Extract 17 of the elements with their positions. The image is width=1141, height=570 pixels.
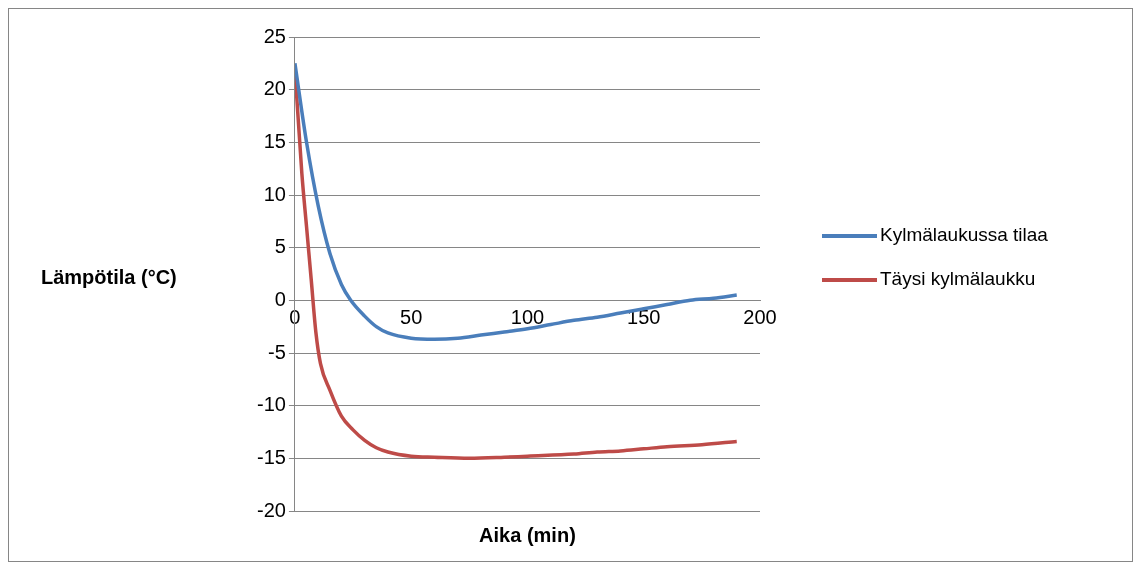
y-tick-label: 10 (263, 182, 286, 205)
x-axis-title: Aika (min) (479, 523, 576, 546)
y-tick-label: -5 (268, 340, 286, 363)
y-tick-label: 5 (274, 235, 286, 258)
y-tick-label: 15 (263, 129, 286, 152)
legend-label: Kylmälaukussa tilaa (880, 224, 1049, 246)
y-tick-label: 20 (263, 77, 286, 100)
y-tick-label: -10 (257, 393, 286, 416)
x-tick-label: 100 (510, 305, 545, 328)
y-axis-title: Lämpötila (°C) (41, 265, 177, 288)
y-tick-label: 0 (274, 287, 286, 310)
x-tick-label: 50 (400, 305, 423, 328)
legend-label: Täysi kylmälaukku (880, 268, 1036, 290)
x-tick-label: 200 (743, 305, 777, 328)
y-tick-label: -20 (257, 498, 286, 521)
y-tick-label: -15 (257, 445, 286, 468)
y-tick-label: 25 (263, 24, 286, 47)
